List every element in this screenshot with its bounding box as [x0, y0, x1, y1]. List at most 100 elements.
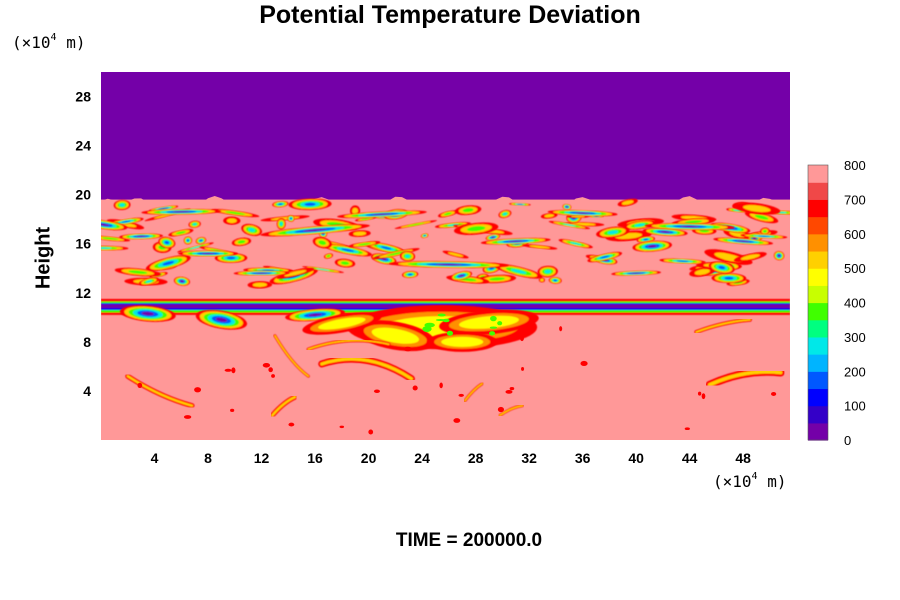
contour-ring: [252, 282, 268, 287]
turbulence-cell: [302, 266, 344, 273]
turbulence-cell: [272, 200, 289, 208]
turbulence-cell: [101, 219, 128, 231]
lower-speck: [497, 406, 505, 413]
turbulence-cell: [760, 227, 770, 235]
turbulence-cell: [453, 222, 499, 235]
warm-core-speck: [446, 330, 454, 336]
colorbar-segment: [808, 336, 828, 355]
turbulence-cell: [276, 218, 286, 230]
lower-speck: [339, 425, 345, 429]
lower-speck: [194, 387, 202, 393]
turbulence-streak: [547, 209, 618, 217]
turbulence-cell: [195, 237, 207, 245]
y-tick-label: 16: [75, 236, 91, 252]
turbulence-cell: [348, 230, 371, 238]
lower-speck: [684, 427, 690, 431]
turbulence-cell: [366, 241, 407, 255]
lower-speck: [559, 326, 563, 332]
contour-ring: [237, 240, 246, 244]
contour-ring: [643, 238, 649, 241]
wave-arc: [318, 355, 415, 383]
contour-ring: [226, 256, 236, 260]
turbulence-cell: [334, 258, 356, 268]
colorbar-tick-label: 200: [844, 364, 866, 379]
contour-ring: [201, 252, 215, 255]
contour-ring: [101, 237, 119, 240]
contour-ring: [562, 223, 576, 227]
lower-speck: [183, 415, 192, 419]
colorbar-segment: [808, 405, 828, 424]
contour-ring: [248, 227, 255, 232]
turbulence-cell: [733, 252, 767, 263]
lower-speck: [771, 392, 777, 397]
colorbar-tick-label: 400: [844, 296, 866, 311]
colorbar-segment: [808, 319, 828, 338]
wave-arc: [125, 373, 195, 409]
turbulence-streak: [178, 250, 239, 257]
turbulence-streak: [260, 224, 370, 237]
colorbar-segment: [808, 199, 828, 218]
colorbar-tick-label: 300: [844, 330, 866, 345]
warm-core-speck: [437, 313, 446, 317]
contour-ring: [164, 241, 170, 245]
wave-arc: [705, 367, 785, 389]
contour-ring: [160, 207, 167, 210]
turbulence-cell: [548, 220, 591, 230]
contour-ring: [544, 214, 555, 218]
contour-ring: [777, 211, 787, 214]
turbulence-streak: [337, 210, 427, 219]
x-tick-label: 8: [204, 450, 212, 466]
contour-ring: [684, 220, 703, 224]
turbulence-cell: [498, 209, 512, 219]
warm-core-speck: [490, 315, 497, 322]
colorbar-segment: [808, 250, 828, 269]
contour-ring: [316, 268, 330, 271]
turbulence-cell: [548, 276, 562, 284]
colorbar-segment: [808, 354, 828, 372]
lower-speck: [412, 385, 418, 391]
y-axis: 4 8 12 16 20 24 28: [75, 89, 91, 399]
colorbar-segment: [808, 165, 828, 183]
turbulence-cell: [540, 212, 558, 219]
contour-ring: [119, 203, 125, 207]
turbulence-streak: [141, 208, 222, 215]
turbulence-cell: [659, 258, 706, 264]
turbulence-cell: [521, 244, 558, 250]
lower-speck: [521, 366, 525, 371]
turbulence-cell: [623, 220, 657, 230]
lower-speck: [505, 389, 513, 394]
lower-speck: [701, 393, 706, 400]
x-tick-label: 40: [628, 450, 644, 466]
contour-ring: [740, 254, 760, 260]
turbulence-streak: [119, 233, 164, 240]
contour-ring: [186, 239, 190, 242]
contour-ring: [607, 230, 619, 235]
x-axis-unit: (×104 m): [713, 470, 787, 491]
contour-ring: [405, 254, 410, 258]
turbulence-cell: [708, 261, 735, 274]
turbulence-cell: [312, 236, 332, 249]
contour-ring: [529, 245, 551, 249]
turbulence-cell: [101, 235, 131, 242]
contour-ring: [226, 218, 237, 224]
contour-ring: [162, 261, 175, 266]
contour-ring: [358, 242, 372, 246]
x-axis: 4 8 12 16 20 24 28 32 36 40 44 48: [151, 450, 752, 466]
contour-ring: [435, 263, 462, 266]
contour-ring: [121, 220, 131, 223]
contour-ring: [361, 217, 370, 220]
x-tick-label: 4: [151, 450, 159, 466]
contour-ring: [630, 272, 642, 274]
contour-ring: [303, 228, 328, 232]
contour-ring: [199, 239, 203, 242]
wave-arc-inner: [320, 357, 413, 381]
x-tick-label: 24: [414, 450, 430, 466]
contour-ring: [279, 222, 283, 226]
turbulence-cell: [241, 223, 263, 237]
contour-ring: [326, 254, 331, 258]
colorbar-tick-label: 100: [844, 399, 866, 414]
turbulence-cell: [711, 273, 747, 284]
contour-ring: [570, 242, 582, 246]
contour-ring: [511, 268, 527, 274]
